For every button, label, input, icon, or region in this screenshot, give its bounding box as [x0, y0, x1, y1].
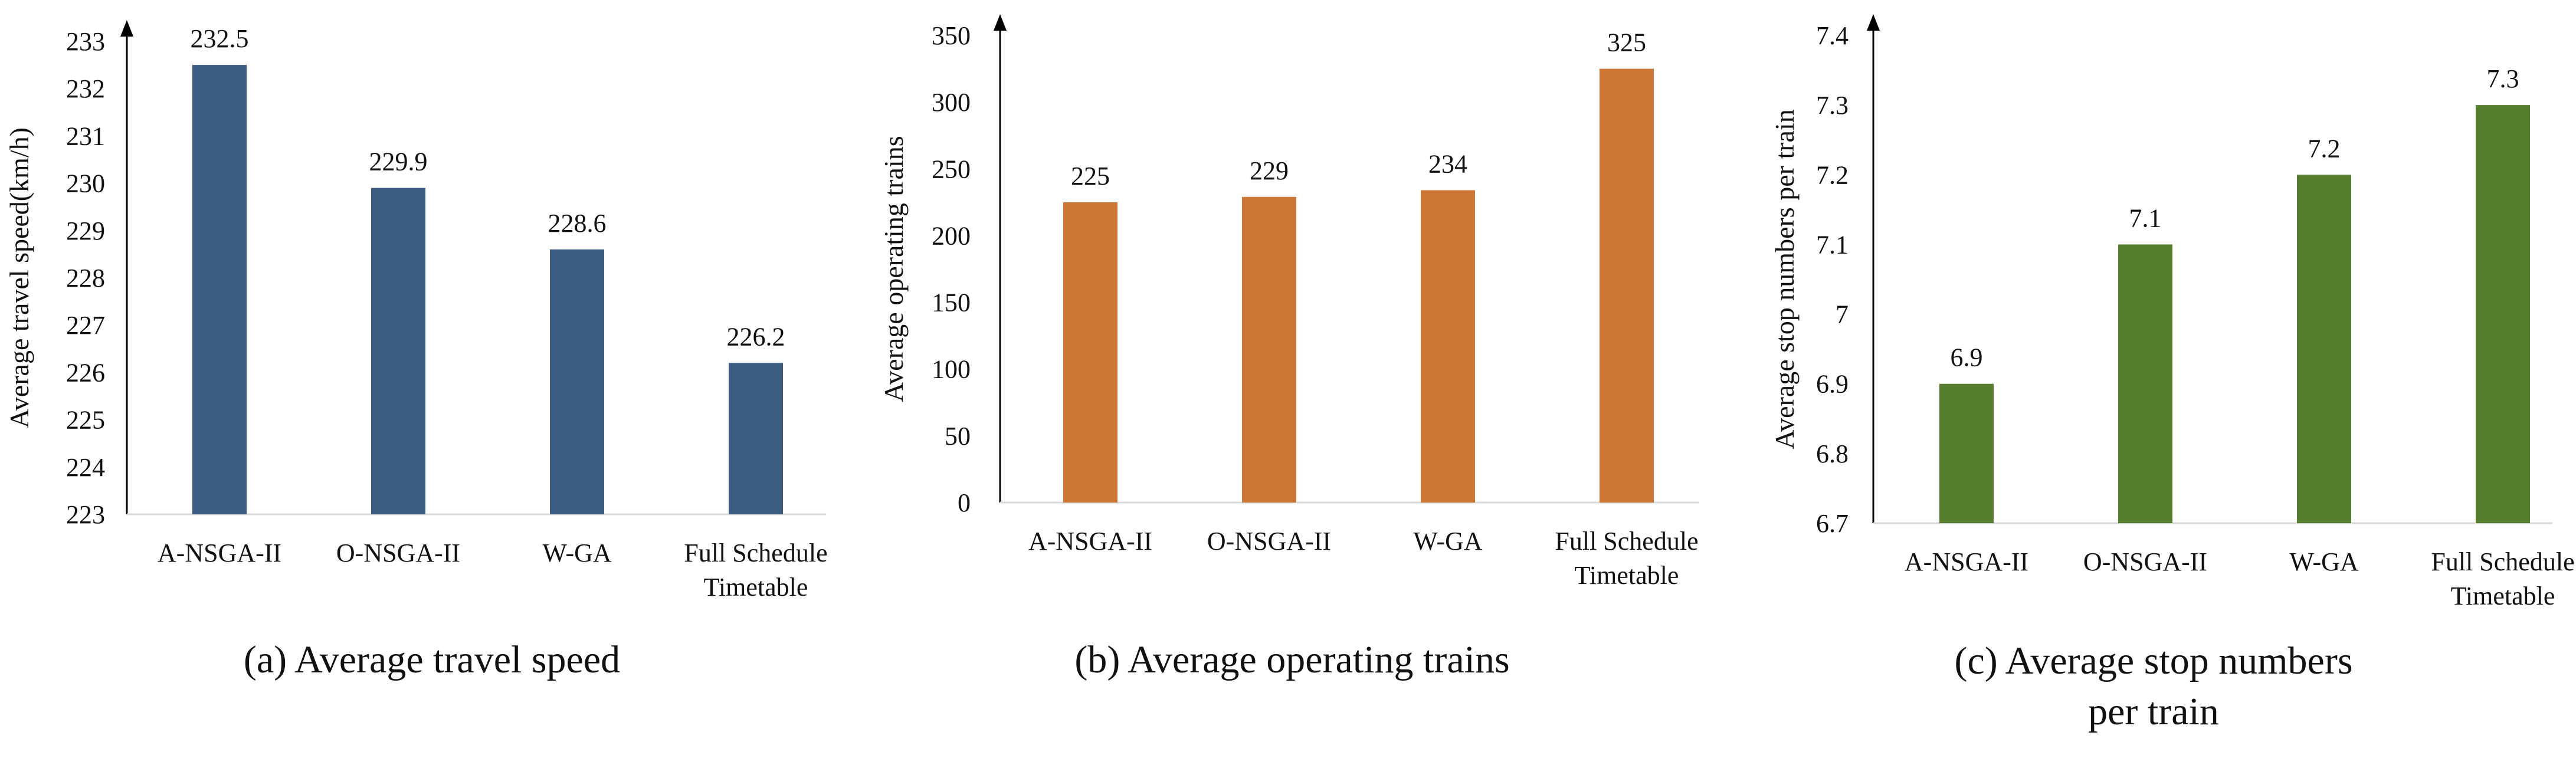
bar	[192, 65, 247, 515]
data-label: 7.1	[2129, 203, 2162, 232]
chart-caption: (c) Average stop numbers	[1954, 639, 2352, 682]
bar	[1421, 190, 1475, 503]
y-tick-label: 224	[66, 453, 105, 482]
chart-panel-3: 6.7 6.8 6.9 7 7.1 7.2 7.3 7.4 Average stop numbe…	[1769, 14, 2575, 733]
y-tick-label: 7.1	[1816, 230, 1849, 259]
x-tick-label: W-GA	[2289, 547, 2359, 576]
y-tick-label: 7.4	[1816, 21, 1849, 50]
bar	[2297, 175, 2351, 523]
y-axis-title: Average operating trains	[879, 136, 909, 402]
y-tick-label: 250	[932, 155, 971, 183]
chart-panel-1: 223 224 225 226 227 228 229 230 231 232 233 Average…	[4, 20, 828, 681]
y-tick-label: 50	[945, 422, 971, 451]
y-tick-label: 233	[66, 27, 105, 56]
x-tick-label: A-NSGA-II	[158, 539, 281, 567]
y-tick-label: 0	[958, 488, 971, 517]
bar	[1939, 383, 1994, 523]
chart-caption: per train	[2088, 690, 2219, 733]
y-tick-label: 231	[66, 122, 105, 150]
data-label: 7.3	[2487, 64, 2519, 93]
x-tick-label: A-NSGA-II	[1905, 547, 2028, 576]
x-tick-label: A-NSGA-II	[1028, 527, 1152, 556]
y-tick-label: 7.2	[1816, 160, 1849, 189]
y-tick-label: 300	[932, 88, 971, 117]
bar	[1600, 68, 1654, 503]
y-tick-label: 229	[66, 216, 105, 245]
y-tick-label: 200	[932, 221, 971, 250]
x-tick-label: O-NSGA-II	[1207, 527, 1331, 556]
data-label: 229	[1250, 156, 1289, 185]
x-tick-label: Timetable	[1575, 561, 1679, 590]
x-tick-label: W-GA	[542, 539, 612, 567]
bar	[550, 249, 604, 514]
y-tick-label: 226	[66, 358, 105, 387]
y-axis-arrow	[1867, 14, 1880, 31]
y-axis-title: Average stop numbers per train	[1769, 109, 1800, 449]
bar	[729, 363, 783, 514]
y-tick-label: 228	[66, 264, 105, 293]
y-tick-label: 232	[66, 74, 105, 103]
x-tick-label: W-GA	[1413, 527, 1483, 556]
bar	[1063, 202, 1117, 503]
y-tick-label: 7.3	[1816, 91, 1849, 120]
chart-caption: (b) Average operating trains	[1074, 638, 1509, 681]
x-tick-label: O-NSGA-II	[2083, 547, 2207, 576]
y-tick-label: 7	[1836, 300, 1849, 329]
bar	[2476, 105, 2530, 524]
y-tick-label: 150	[932, 288, 971, 317]
data-label: 225	[1071, 162, 1110, 191]
data-label: 226.2	[727, 322, 785, 351]
x-tick-label: Full Schedule	[2431, 547, 2574, 576]
y-tick-label: 6.9	[1816, 370, 1849, 399]
data-label: 325	[1607, 28, 1646, 57]
y-axis-title: Average travel speed(km/h)	[4, 127, 34, 428]
data-label: 228.6	[548, 209, 607, 238]
chart-panel-2: 0 50 100 150 200 250 300 350 Average operating t…	[879, 14, 1699, 681]
y-tick-label: 100	[932, 355, 971, 384]
y-tick-label: 223	[66, 500, 105, 529]
bar	[1242, 196, 1296, 503]
y-tick-label: 225	[66, 406, 105, 435]
y-axis-arrow	[120, 20, 133, 37]
data-label: 229.9	[369, 147, 428, 176]
data-label: 6.9	[1951, 343, 1983, 372]
data-label: 7.2	[2308, 134, 2341, 163]
y-tick-label: 230	[66, 169, 105, 198]
bar	[2118, 244, 2172, 523]
x-tick-label: Timetable	[2451, 582, 2555, 610]
chart-caption: (a) Average travel speed	[244, 638, 620, 681]
x-tick-label: Timetable	[704, 573, 808, 602]
y-tick-label: 6.8	[1816, 439, 1849, 468]
data-label: 234	[1428, 149, 1467, 178]
x-tick-label: O-NSGA-II	[336, 539, 460, 567]
x-tick-label: Full Schedule	[1555, 527, 1698, 556]
bar	[371, 188, 425, 514]
y-tick-label: 6.7	[1816, 509, 1849, 538]
y-tick-label: 350	[932, 21, 971, 50]
y-tick-label: 227	[66, 311, 105, 340]
x-tick-label: Full Schedule	[684, 539, 827, 567]
data-label: 232.5	[191, 24, 249, 53]
y-axis-arrow	[994, 14, 1007, 31]
